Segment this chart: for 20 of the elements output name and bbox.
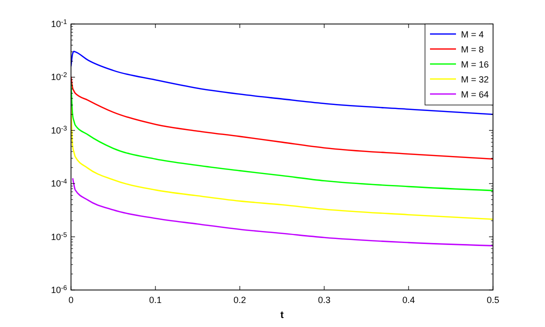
- legend-label: M = 64: [461, 90, 489, 100]
- y-tick-label: 10$^{-1}$: [50, 18, 68, 29]
- y-tick-label: 10$^{-6}$: [50, 284, 68, 295]
- x-tick-label: 0.1: [149, 295, 162, 305]
- x-tick-label: 0.5: [486, 295, 500, 305]
- y-tick-label: 10$^{-5}$: [50, 231, 68, 242]
- x-tick-label: 0.2: [234, 295, 246, 305]
- y-tick-label: 10$^{-2}$: [50, 72, 68, 82]
- legend-label: M = 32: [461, 74, 489, 84]
- line-series: [71, 76, 493, 160]
- y-tick-label: 10$^{-3}$: [50, 124, 68, 136]
- x-tick-label: 0.4: [402, 295, 415, 305]
- x-tick-label: 0.3: [318, 295, 330, 305]
- x-tick-label: 0: [68, 295, 74, 305]
- legend-label: M = 8: [461, 44, 484, 54]
- y-tick-label: 10$^{-4}$: [50, 178, 68, 189]
- line-series: [72, 178, 493, 246]
- legend-label: M = 16: [461, 60, 489, 70]
- legend-label: M = 4: [461, 30, 484, 40]
- x-axis-title: t: [280, 310, 284, 321]
